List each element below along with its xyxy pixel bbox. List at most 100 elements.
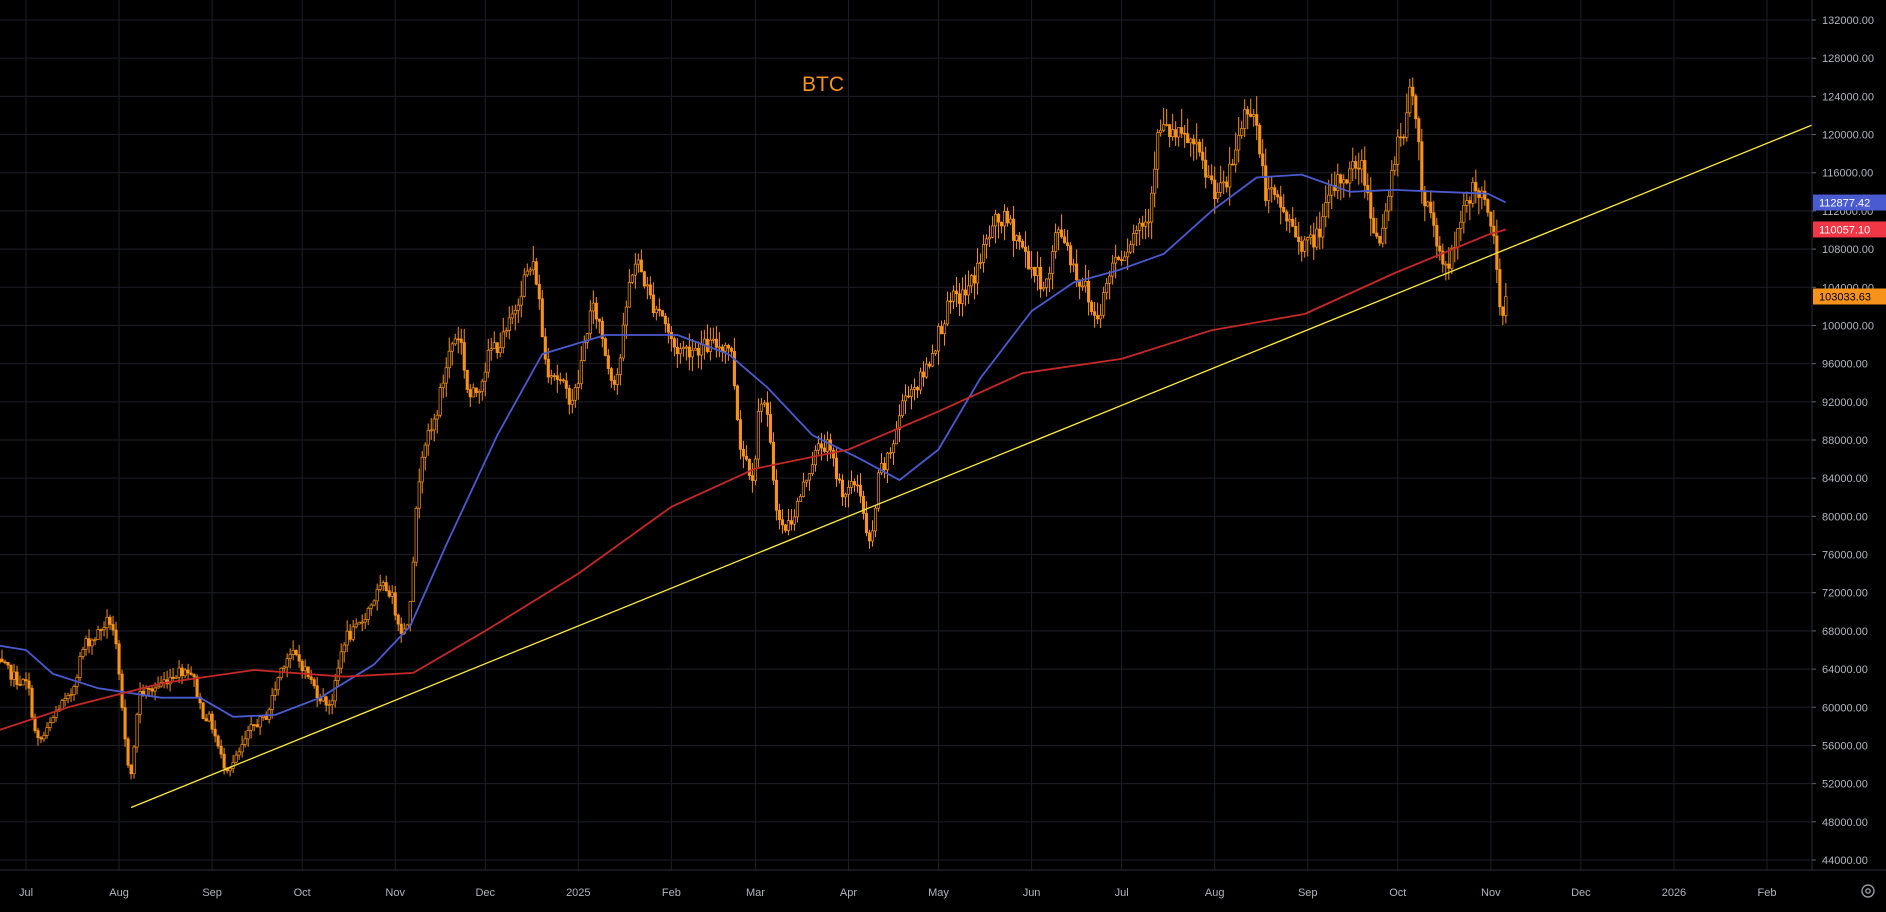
candle-body (1364, 160, 1366, 185)
candle-body (1195, 142, 1197, 144)
candle-body (793, 517, 795, 524)
candle-body (1493, 226, 1495, 236)
candle-body (1057, 230, 1059, 233)
candle-body (385, 583, 387, 591)
candle-body (613, 380, 615, 384)
candle-body (481, 381, 483, 391)
candle-body (949, 301, 951, 302)
candle-body (652, 295, 654, 313)
candle-body (772, 442, 774, 480)
candle-body (400, 624, 402, 633)
candle-body (1225, 182, 1227, 187)
candle-body (367, 608, 369, 619)
candle-body (703, 339, 705, 344)
candle-body (355, 624, 357, 627)
candle-body (718, 347, 720, 348)
x-tick-label: Apr (840, 887, 857, 899)
candle-body (10, 665, 12, 679)
candle-body (532, 262, 534, 270)
candle-body (733, 351, 735, 385)
candle-body (1000, 222, 1002, 226)
candle-body (790, 521, 792, 525)
candle-body (847, 487, 849, 494)
candle-body (616, 374, 618, 384)
candle-body (991, 226, 993, 237)
candle-body (151, 689, 153, 691)
candle-body (574, 387, 576, 400)
x-tick-label: Dec (1571, 887, 1591, 899)
candle-body (1066, 243, 1068, 246)
candle-body (1445, 264, 1447, 265)
candle-body (1237, 135, 1239, 149)
candle-body (883, 463, 885, 469)
candle-body (1397, 137, 1399, 164)
candle-body (376, 589, 378, 600)
y-tick-label: 100000.00 (1822, 320, 1874, 332)
candle-body (154, 688, 156, 691)
candle-body (1087, 281, 1089, 302)
candle-body (1033, 267, 1035, 275)
candle-body (214, 729, 216, 736)
candle-body (241, 744, 243, 751)
candle-body (505, 330, 507, 331)
candle-body (85, 639, 87, 650)
candle-body (721, 347, 723, 351)
candle-body (943, 324, 945, 334)
candle-body (1054, 233, 1056, 252)
candle-body (277, 678, 279, 690)
candle-body (748, 459, 750, 475)
candle-body (1009, 219, 1011, 223)
candle-body (346, 631, 348, 645)
candle-body (811, 465, 813, 474)
candle-body (430, 430, 432, 431)
candle-body (331, 701, 333, 705)
y-tick-label: 48000.00 (1822, 817, 1868, 829)
candle-body (181, 668, 183, 676)
candle-body (349, 631, 351, 639)
candle-body (115, 630, 117, 644)
candle-body (157, 686, 159, 688)
candle-body (1228, 164, 1230, 187)
plot-area[interactable] (0, 77, 1824, 807)
candle-body (1210, 176, 1212, 180)
candle-body (604, 339, 606, 356)
candle-body (82, 649, 84, 656)
candle-body (40, 738, 42, 739)
trend-line (131, 120, 1824, 807)
candle-body (1165, 125, 1167, 126)
candle-body (1349, 169, 1351, 183)
candle-body (535, 262, 537, 285)
settings-button[interactable] (1858, 881, 1878, 901)
candle-body (100, 630, 102, 631)
candle-body (1036, 267, 1038, 275)
y-tick-label: 96000.00 (1822, 359, 1868, 371)
candle-body (424, 445, 426, 457)
candle-body (433, 419, 435, 430)
candle-body (541, 299, 543, 337)
candle-body (484, 372, 486, 381)
candle-body (1319, 229, 1321, 237)
candle-body (1304, 240, 1306, 251)
candle-body (109, 617, 111, 624)
x-tick-label: Mar (746, 887, 765, 899)
candle-body (643, 272, 645, 286)
candle-body (301, 661, 303, 671)
candle-body (208, 714, 210, 721)
candle-body (1153, 169, 1155, 193)
candle-body (223, 754, 225, 768)
candle-body (73, 686, 75, 694)
candle-body (316, 686, 318, 698)
candle-body (730, 348, 732, 351)
candle-body (478, 391, 480, 392)
candle-body (1072, 264, 1074, 265)
candle-body (397, 615, 399, 624)
candle-body (844, 494, 846, 497)
candle-body (1427, 202, 1429, 206)
candle-body (118, 644, 120, 674)
candle-body (727, 345, 729, 348)
candle-body (1253, 115, 1255, 117)
candle-body (238, 752, 240, 755)
candle-body (982, 244, 984, 262)
candle-body (286, 659, 288, 667)
